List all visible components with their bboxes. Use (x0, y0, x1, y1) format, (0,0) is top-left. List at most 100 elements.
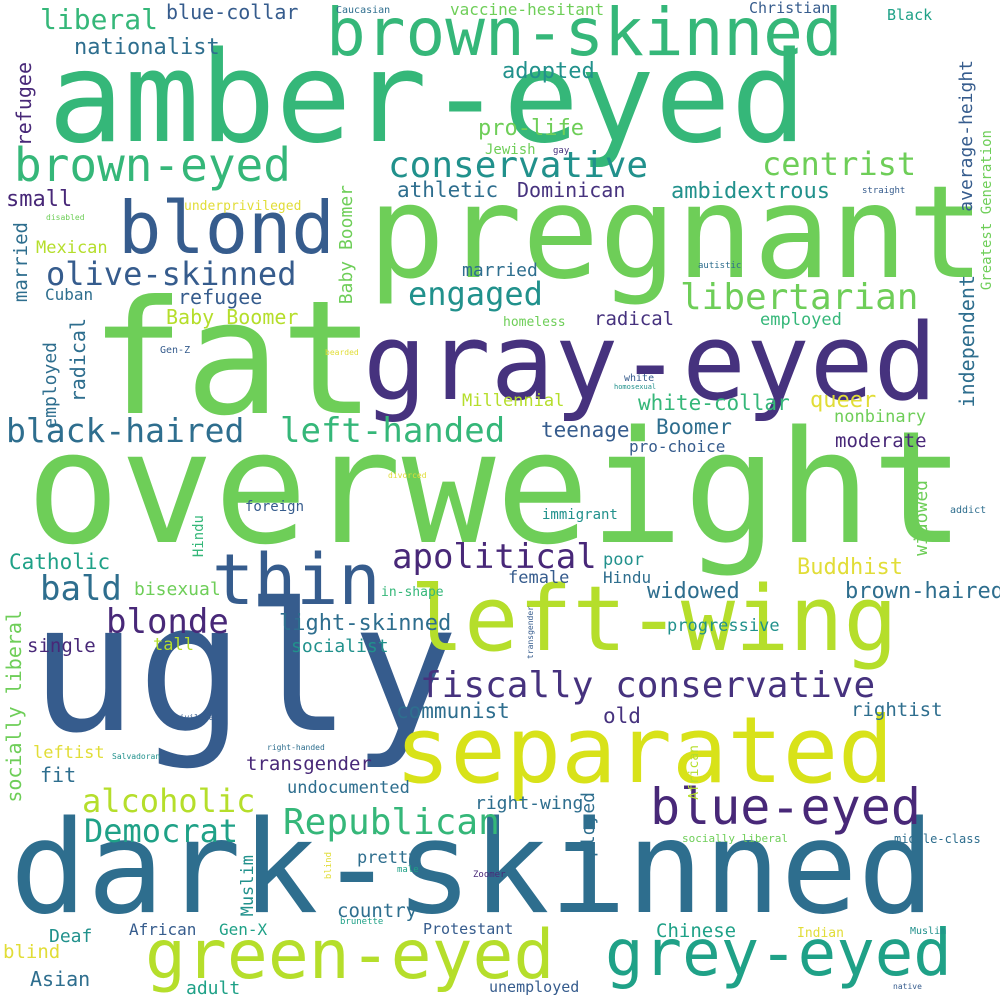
word-anti-vaxxer: Chinese (656, 920, 737, 942)
word-refugee: refugee (12, 62, 36, 147)
word-deaf: right-handed (267, 743, 325, 752)
word-separated: separated (395, 697, 894, 804)
word-in-shape: poor (603, 550, 644, 570)
word-conservative: conservative (388, 145, 649, 186)
word-straight: straight (862, 186, 906, 196)
word-young: brunette (340, 917, 384, 927)
word-gen-x: right-wing (475, 793, 584, 814)
word-homeless: Baby Boomer (166, 305, 299, 329)
word-bisexual: immigrant (542, 507, 618, 523)
word-salvadoran: socialist (291, 636, 389, 657)
word-autistic: Gen-Z (160, 345, 191, 356)
word-socially-liberal: socially liberal (2, 610, 26, 803)
word-hazel-eyed: blind (3, 941, 61, 963)
word-transgender: transgender (526, 606, 535, 659)
word-brown-eyed: brown-eyed (14, 138, 291, 192)
word-privileged: single (27, 635, 96, 657)
word-dark-skinned: dark-skinned (10, 794, 935, 943)
word-right-wing: rightist (851, 699, 943, 721)
word-adopted: adopted (502, 59, 595, 84)
word-guatemalan: Gen-X (219, 920, 268, 939)
word-undocumented: old (603, 704, 641, 728)
word-single: bisexual (134, 579, 221, 600)
word-small: small (6, 187, 73, 212)
word-hispanic: Muslim (910, 926, 947, 937)
word-queer: autistic (698, 261, 742, 271)
word-apolitical: apolitical (392, 537, 597, 577)
word-old: in-shape (381, 585, 444, 600)
word-boomer: Millennial (462, 391, 565, 411)
word-radical: radical (66, 318, 90, 403)
word-baby-boomer: Baby Boomer (336, 185, 357, 305)
word-green-eyed: green-eyed (145, 916, 555, 995)
word-socialist: Hindu (603, 568, 652, 587)
word-homosexual: homeless (503, 315, 566, 330)
word-christian: Christian (749, 0, 831, 17)
word-thin: thin (212, 539, 381, 621)
word-disabled: disabled (46, 213, 85, 222)
word-gen-z: married (462, 260, 538, 281)
word-pretty: leftist (33, 743, 105, 763)
word-fiscally-conservative: fiscally conservative (420, 665, 876, 706)
word-communist: brown-haired (845, 579, 1000, 604)
word-liberal: liberal (40, 3, 159, 36)
word-country: transgender (246, 753, 372, 775)
word-muslim: Muslim (238, 855, 258, 917)
word-mexican: Mexican (36, 238, 108, 258)
word-vaccine-hesitant: vaccine-hesitant (450, 0, 605, 19)
word-overweight: overweight (26, 397, 966, 579)
word-nonbinary: white (624, 373, 655, 384)
word-ambidextrous: ambidextrous (671, 179, 830, 204)
word-brown-skinned: brown-skinned (326, 0, 843, 71)
word-independent: independent (955, 275, 979, 408)
word-rightist: light-skinned (279, 611, 452, 636)
word-left-handed: left-handed (280, 411, 506, 451)
word-adult: Zoomer (473, 870, 506, 880)
word-african: African (687, 745, 702, 800)
word-bearded: refugee (178, 285, 263, 309)
word-pro-choice: queer (810, 388, 877, 413)
word-buddhist: foreign (245, 499, 305, 515)
word-democratic-socialist: adult (186, 978, 241, 999)
word-grey-eyed: grey-eyed (605, 917, 952, 991)
word-dominican: Dominican (517, 178, 626, 202)
word-divorced: nonbinary (834, 407, 927, 427)
word-orphan: Asian (30, 967, 91, 991)
word-catholic: pro-choice (629, 437, 726, 456)
word-right-handed: communist (396, 699, 510, 723)
word-pregnant: pregnant (368, 159, 985, 308)
word-unemployed: unemployed (578, 792, 599, 901)
word-male: Salvadoran (112, 752, 161, 761)
word-married: married (10, 222, 32, 303)
word-foreign: teenage (541, 418, 630, 442)
word-white: bearded (325, 348, 359, 357)
word-left-wing: left-wing (410, 567, 898, 672)
word-unathletic: Indian (797, 926, 844, 941)
word-blond: blond (118, 186, 335, 270)
word-native: country (337, 900, 418, 922)
word-average-height: average-height (956, 60, 977, 212)
word-blind: blind (324, 852, 334, 880)
word-millennial: radical (594, 308, 675, 330)
word-fat: fat (90, 267, 376, 451)
word-engaged: engaged (408, 275, 543, 313)
word-democrat: Democrat (84, 812, 239, 850)
word-greatest-generation: Greatest Generation (979, 130, 995, 291)
word-gay: gay (553, 146, 570, 156)
word-centrist: centrist (762, 145, 917, 183)
word-protestant: socially liberal (682, 832, 788, 845)
word-republican: Republican (283, 802, 500, 843)
word-moderate: white-collar (638, 391, 790, 415)
word-tall: female (508, 568, 570, 588)
word-cuban: Cuban (45, 285, 94, 304)
word-immigrant: Boomer (656, 415, 732, 439)
word-nationalist: nationalist (74, 35, 220, 60)
word-bald: bald (40, 569, 122, 609)
word-blue-collar: blue-collar (166, 0, 299, 24)
word-amber-eyed: amber-eyed (48, 24, 807, 171)
word-middle-aged: native (893, 982, 922, 991)
word-addict: moderate (835, 430, 927, 452)
word-black: Black (887, 6, 933, 24)
word-athletic: athletic (397, 178, 499, 202)
word-widowed: widowed (911, 480, 932, 556)
